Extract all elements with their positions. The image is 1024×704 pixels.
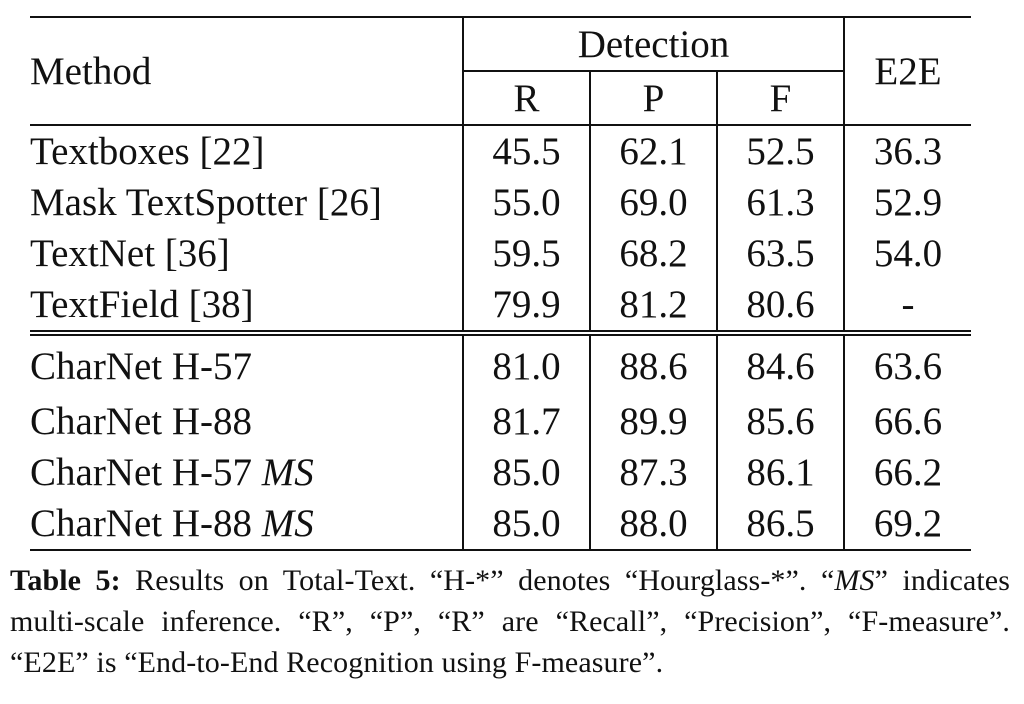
fmeasure-cell-best: 86.5	[717, 498, 845, 551]
multi-scale-suffix: MS	[261, 502, 314, 545]
method-name-text: TextField [38]	[30, 283, 254, 326]
results-table: Method Detection E2E R P F Textboxes [22…	[30, 16, 971, 551]
fmeasure-cell: 52.5	[717, 125, 845, 177]
method-name-text: CharNet H-88	[30, 502, 253, 545]
table-row: Mask TextSpotter [26] 55.0 69.0 61.3 52.…	[30, 177, 971, 228]
recall-cell: 59.5	[463, 228, 591, 279]
e2e-cell-best: 69.2	[844, 498, 971, 551]
caption-label: Table 5:	[10, 564, 121, 597]
method-name: CharNet H-57	[30, 333, 464, 396]
e2e-cell: 63.6	[873, 344, 943, 388]
method-name: Textboxes [22]	[30, 125, 464, 177]
recall-cell: 81.0	[463, 333, 591, 396]
table-row: TextField [38] 79.9 81.2 80.6 -	[30, 279, 971, 336]
precision-column-header: P	[590, 71, 718, 126]
recall-cell: 45.5	[463, 125, 591, 177]
method-name: TextNet [36]	[30, 228, 464, 279]
method-name: Mask TextSpotter [26]	[30, 177, 464, 228]
e2e-column-header: E2E	[844, 16, 971, 126]
recall-cell-best: 85.0	[463, 447, 591, 498]
method-name: TextField [38]	[30, 279, 464, 336]
precision-cell: 88.6	[590, 333, 718, 396]
results-table-container: Method Detection E2E R P F Textboxes [22…	[30, 16, 971, 551]
method-name: CharNet H-57 MS	[30, 447, 464, 498]
recall-cell-best: 85.0	[463, 498, 591, 551]
method-name-text: CharNet H-57	[30, 344, 253, 388]
table-row: CharNet H-88 81.7 89.9 85.6 66.6	[30, 396, 971, 447]
recall-cell: 55.0	[463, 177, 591, 228]
e2e-cell: 66.6	[873, 400, 943, 443]
precision-cell: 87.3	[590, 447, 718, 498]
fmeasure-column-header: F	[717, 71, 845, 126]
table-row: CharNet H-57 MS 85.0 87.3 86.1 66.2	[30, 447, 971, 498]
method-name: CharNet H-88 MS	[30, 498, 464, 551]
precision-cell-best: 89.9	[590, 396, 718, 447]
method-name: CharNet H-88	[30, 396, 464, 447]
table-row: TextNet [36] 59.5 68.2 63.5 54.0	[30, 228, 971, 279]
method-column-header: Method	[30, 16, 464, 126]
multi-scale-suffix: MS	[261, 451, 314, 494]
detection-column-header: Detection	[463, 16, 845, 72]
e2e-cell: 54.0	[873, 232, 943, 275]
method-name-text: Textboxes [22]	[30, 130, 265, 173]
method-name-text: CharNet H-88	[30, 400, 253, 443]
caption-ms: MS	[834, 564, 875, 597]
precision-cell: 81.2	[590, 279, 718, 336]
fmeasure-cell: 63.5	[717, 228, 845, 279]
table-row: Textboxes [22] 45.5 62.1 52.5 36.3	[30, 125, 971, 177]
fmeasure-cell: 85.6	[717, 396, 845, 447]
precision-cell: 88.0	[590, 498, 718, 551]
fmeasure-cell: 84.6	[717, 333, 845, 396]
e2e-cell: 66.2	[873, 451, 943, 494]
method-name-text: TextNet [36]	[30, 232, 230, 275]
fmeasure-cell: 86.1	[717, 447, 845, 498]
e2e-cell: 36.3	[873, 130, 943, 173]
recall-column-header: R	[463, 71, 591, 126]
table-row: CharNet H-57 81.0 88.6 84.6 63.6	[30, 333, 971, 396]
table-row: CharNet H-88 MS 85.0 88.0 86.5 69.2	[30, 498, 971, 551]
precision-cell: 68.2	[590, 228, 718, 279]
e2e-cell: 52.9	[873, 181, 943, 224]
caption-text-part1: Results on Total-Text. “H-*” denotes “Ho…	[120, 564, 835, 597]
e2e-cell: -	[844, 279, 971, 336]
fmeasure-cell: 80.6	[717, 279, 845, 336]
method-name-text: CharNet H-57	[30, 451, 253, 494]
caption-text-part2: ” indicates multi-scale inference. “R”, …	[10, 564, 1010, 679]
fmeasure-cell: 61.3	[717, 177, 845, 228]
table-caption: Table 5: Results on Total-Text. “H-*” de…	[10, 560, 1010, 683]
recall-cell: 81.7	[463, 396, 591, 447]
recall-cell: 79.9	[463, 279, 591, 336]
precision-cell: 62.1	[590, 125, 718, 177]
method-name-text: Mask TextSpotter [26]	[30, 181, 382, 224]
precision-cell: 69.0	[590, 177, 718, 228]
